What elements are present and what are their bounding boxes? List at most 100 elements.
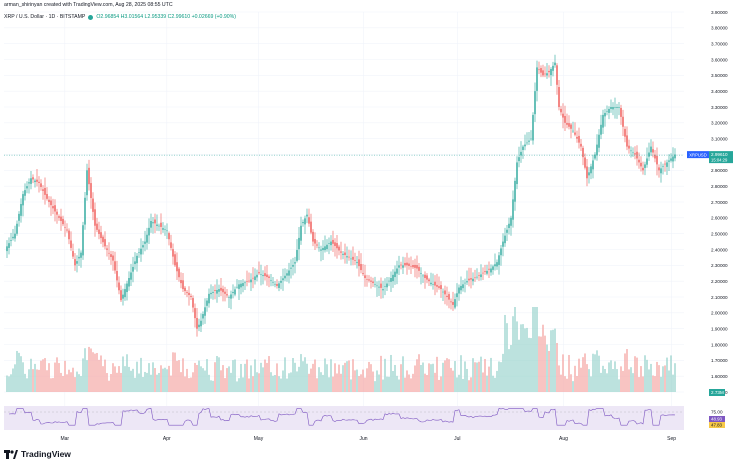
volume-bar	[120, 372, 122, 392]
volume-bar	[10, 374, 12, 392]
volume-bar	[404, 377, 406, 392]
volume-bar	[86, 360, 88, 392]
price-tick-label: 2.90000	[711, 168, 728, 173]
candle-body	[634, 153, 636, 155]
price-tick-label: 1.80000	[711, 342, 728, 347]
volume-bar	[526, 327, 528, 392]
volume-bar	[262, 367, 264, 392]
candle-body	[498, 255, 500, 265]
price-tick-label: 2.80000	[711, 184, 728, 189]
volume-bar	[386, 376, 388, 392]
volume-bar	[98, 359, 100, 392]
volume-bar	[310, 368, 312, 392]
volume-bars	[6, 307, 676, 392]
volume-bar	[328, 377, 330, 392]
candle-body	[652, 149, 654, 153]
volume-bar	[78, 374, 80, 392]
candle-body	[116, 271, 118, 281]
candle-body	[100, 232, 102, 239]
candle-body	[98, 229, 100, 234]
price-tick-label: 3.20000	[711, 121, 728, 126]
time-axis[interactable]: Mar Apr May Jun Jul Aug Sep	[60, 436, 676, 442]
volume-bar	[88, 346, 90, 392]
candle-body	[248, 280, 250, 282]
volume-bar	[554, 328, 556, 392]
volume-bar	[332, 376, 334, 392]
candle-body	[454, 299, 456, 308]
candle-body	[424, 274, 426, 278]
candle-body	[62, 218, 64, 225]
candle-body	[570, 124, 572, 129]
candle-body	[52, 206, 54, 209]
volume-bar	[206, 359, 208, 392]
volume-bar	[674, 363, 676, 392]
volume-bar	[134, 377, 136, 392]
candle-body	[34, 180, 36, 183]
candle-body	[504, 235, 506, 244]
volume-bar	[486, 375, 488, 392]
volume-bar	[260, 362, 262, 392]
rsi-value-box	[709, 416, 725, 422]
volume-bar	[96, 352, 98, 392]
candle-body	[664, 163, 666, 165]
volume-bar	[574, 365, 576, 392]
candle-body	[432, 284, 434, 285]
candle-body	[294, 262, 296, 264]
volume-bar	[584, 353, 586, 392]
volume-bar	[234, 359, 236, 392]
candle-body	[486, 270, 488, 274]
volume-bar	[536, 307, 538, 392]
candle-body	[558, 87, 560, 107]
volume-bar	[354, 370, 356, 392]
candle-body	[366, 279, 368, 280]
volume-bar	[294, 362, 296, 392]
candle-body	[196, 318, 198, 329]
candle-body	[388, 280, 390, 282]
candle-body	[526, 142, 528, 144]
candle-body	[528, 140, 530, 142]
candle-body	[314, 239, 316, 244]
candle-body	[240, 283, 242, 288]
candle-body	[106, 248, 108, 250]
volume-bar	[172, 352, 174, 392]
candle-body	[78, 256, 80, 259]
volume-bar	[490, 357, 492, 392]
volume-bar	[196, 364, 198, 392]
candle-body	[206, 300, 208, 306]
volume-bar	[38, 369, 40, 392]
price-axis[interactable]: 3.90000 3.80000 3.70000 3.60000 3.50000 3.400…	[711, 10, 728, 395]
candle-body	[488, 268, 490, 270]
candle-body	[308, 217, 310, 224]
volume-bar	[462, 378, 464, 392]
volume-bar	[130, 370, 132, 392]
candle-body	[466, 281, 468, 283]
candle-body	[56, 211, 58, 215]
candle-body	[82, 225, 84, 256]
volume-bar	[302, 361, 304, 392]
volume-bar	[444, 360, 446, 392]
candle-body	[348, 256, 350, 258]
volume-bar	[604, 369, 606, 392]
candle-body	[16, 223, 18, 234]
volume-bar	[564, 376, 566, 392]
volume-bar	[84, 348, 86, 392]
volume-bar	[138, 373, 140, 392]
volume-bar	[588, 369, 590, 392]
candle-body	[236, 286, 238, 288]
price-tick-label: 2.20000	[711, 279, 728, 284]
candle-body	[86, 170, 88, 196]
volume-bar	[224, 378, 226, 392]
volume-bar	[242, 377, 244, 392]
volume-bar	[626, 349, 628, 392]
candle-body	[554, 62, 556, 66]
candle-body	[50, 200, 52, 206]
volume-bar	[152, 362, 154, 392]
volume-bar	[470, 377, 472, 392]
volume-bar	[498, 361, 500, 392]
volume-bar	[264, 359, 266, 392]
volume-bar	[312, 363, 314, 392]
candle-body	[372, 281, 374, 284]
price-tick-label: 3.40000	[711, 89, 728, 94]
volume-bar	[282, 370, 284, 392]
